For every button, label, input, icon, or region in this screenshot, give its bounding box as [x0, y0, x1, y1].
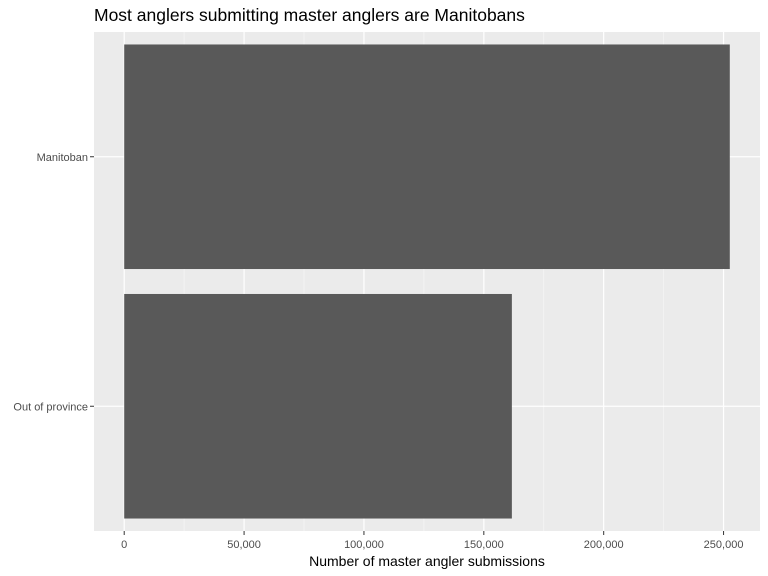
x-tick-label: 250,000 [704, 539, 744, 551]
x-tick-label: 50,000 [227, 539, 261, 551]
bar [124, 44, 730, 270]
y-axis: Manitoban Out of province [13, 152, 94, 413]
x-tick-label: 0 [121, 539, 127, 551]
bars [124, 44, 730, 519]
x-tick-label: 200,000 [584, 539, 624, 551]
x-axis-title: Number of master angler submissions [309, 553, 545, 569]
y-tick-label: Out of province [13, 401, 88, 413]
chart-title: Most anglers submitting master anglers a… [94, 5, 525, 25]
x-axis: 0 50,000 100,000 150,000 200,000 250,000 [121, 531, 743, 551]
bar [124, 293, 512, 519]
y-tick-label: Manitoban [37, 152, 88, 164]
x-tick-label: 100,000 [344, 539, 384, 551]
x-tick-label: 150,000 [464, 539, 504, 551]
